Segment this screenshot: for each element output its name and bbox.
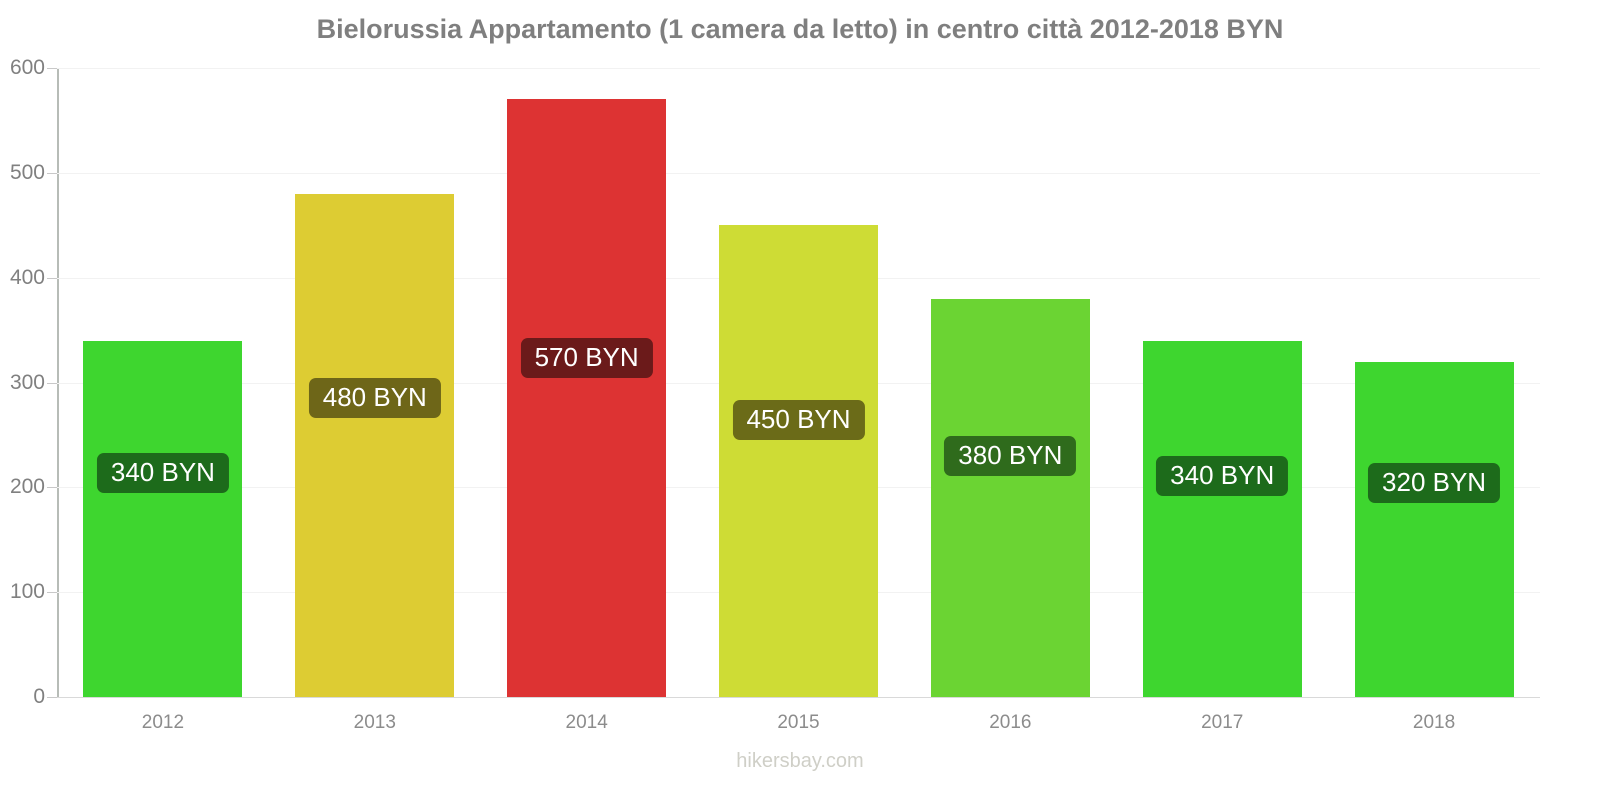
y-tick-label-0: 0: [33, 685, 45, 708]
bar-value-label-2014: 570 BYN: [520, 338, 653, 378]
y-tick-label-100: 100: [9, 580, 45, 604]
gridline-500: [57, 172, 1540, 174]
y-tick-mark-200: [47, 487, 57, 489]
footer-credit: hikersbay.com: [736, 750, 864, 772]
bar-2013[interactable]: 480 BYN: [295, 193, 455, 697]
y-tick-mark-500: [47, 172, 57, 174]
y-tick-label-400: 400: [9, 265, 45, 289]
chart-title: Bielorussia Appartamento (1 camera da le…: [316, 14, 1284, 44]
bar-value-label-2017: 340 BYN: [1156, 456, 1289, 496]
x-tick-label-2015: 2015: [777, 712, 820, 733]
y-tick-mark-100: [47, 592, 57, 594]
plot-area: 340 BYN 480 BYN 570 BYN 450 BYN 380 BYN 340 B…: [57, 68, 1540, 698]
bar-2016[interactable]: 380 BYN: [930, 298, 1090, 697]
bar-2017[interactable]: 340 BYN: [1142, 340, 1302, 697]
y-tick-label-300: 300: [9, 370, 45, 394]
y-tick-label-200: 200: [9, 475, 45, 499]
y-tick-mark-600: [47, 68, 57, 69]
x-tick-label-2018: 2018: [1412, 712, 1456, 733]
bar-2018[interactable]: 320 BYN: [1354, 361, 1514, 697]
bar-value-label-2012: 340 BYN: [96, 453, 229, 493]
x-tick-label-2016: 2016: [989, 712, 1032, 733]
bar-value-label-2018: 320 BYN: [1368, 463, 1501, 503]
bar-value-label-2016: 380 BYN: [944, 436, 1077, 476]
y-tick-mark-0: [47, 697, 57, 698]
x-tick-label-2012: 2012: [141, 712, 185, 733]
bar-2012[interactable]: 340 BYN: [83, 340, 243, 697]
bar-2014[interactable]: 570 BYN: [507, 99, 667, 697]
y-tick-mark-300: [47, 382, 57, 384]
x-tick-label-2013: 2013: [353, 712, 396, 733]
x-tick-label-2017: 2017: [1201, 712, 1244, 733]
gridline-0: [57, 697, 1540, 698]
bar-value-label-2013: 480 BYN: [308, 378, 441, 418]
gridline-600: [57, 68, 1540, 69]
bar-value-label-2015: 450 BYN: [732, 400, 865, 440]
x-tick-label-2014: 2014: [565, 712, 608, 733]
bar-2015[interactable]: 450 BYN: [719, 225, 878, 697]
y-tick-mark-400: [47, 277, 57, 279]
y-tick-label-500: 500: [9, 160, 45, 184]
y-tick-label-600: 600: [9, 56, 45, 79]
